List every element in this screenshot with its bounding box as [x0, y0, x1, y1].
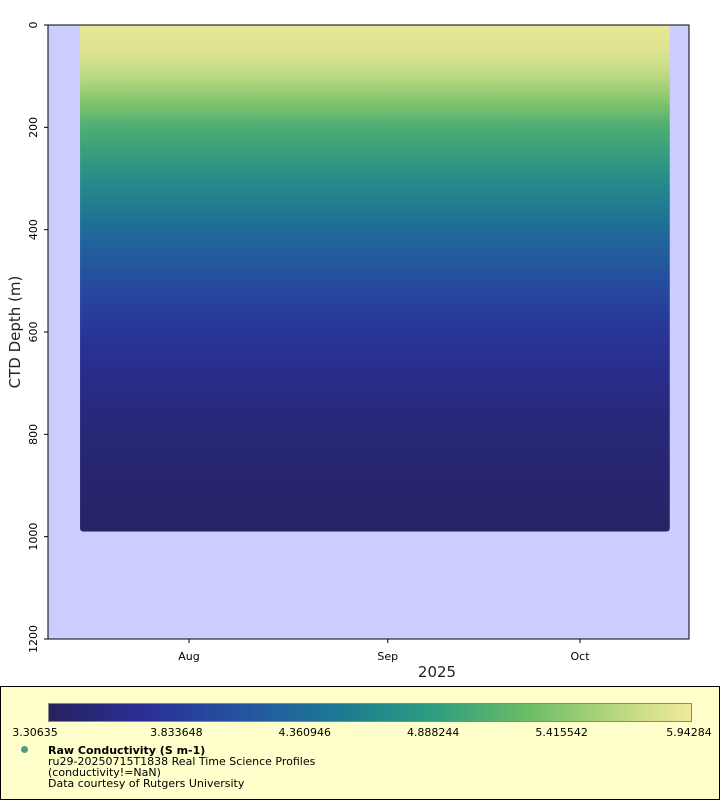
colorbar-tick-label: 5.415542 [535, 726, 588, 739]
y-tick-label: 1000 [27, 523, 40, 551]
colorbar-tick-label: 4.888244 [406, 726, 460, 739]
legend-panel: 3.30635 3.833648 4.360946 4.888244 5.415542 5… [0, 686, 720, 800]
legend-variable: Raw Conductivity (S m-1) [48, 744, 206, 757]
x-tick-label: Oct [571, 650, 591, 663]
colorbar-tick-label: 5.94284 [666, 726, 712, 739]
conductivity-field [80, 25, 670, 532]
chart: 0 200 400 600 800 1000 1200 Aug Sep Oct CTD Dept… [6, 22, 690, 681]
x-tick-label: Aug [178, 650, 199, 663]
y-tick-label: 1200 [27, 625, 40, 653]
legend-constraint: (conductivity!=NaN) [48, 766, 161, 779]
colorbar-tick-label: 4.360946 [278, 726, 332, 739]
y-axis-title: CTD Depth (m) [6, 276, 24, 389]
y-tick-label: 600 [27, 322, 40, 343]
legend-marker-icon [21, 746, 28, 753]
legend-credit: Data courtesy of Rutgers University [48, 777, 245, 790]
colorbar [48, 703, 692, 722]
y-tick-label: 200 [27, 117, 40, 138]
y-tick-label: 0 [27, 22, 40, 29]
colorbar-tick-label: 3.833648 [150, 726, 203, 739]
y-tick-label: 800 [27, 424, 40, 445]
legend-dataset: ru29-20250715T1838 Real Time Science Pro… [48, 755, 316, 768]
y-tick-label: 400 [27, 219, 40, 240]
x-axis-title: 2025 [418, 663, 456, 681]
x-tick-label: Sep [377, 650, 398, 663]
colorbar-tick-label: 3.30635 [12, 726, 58, 739]
